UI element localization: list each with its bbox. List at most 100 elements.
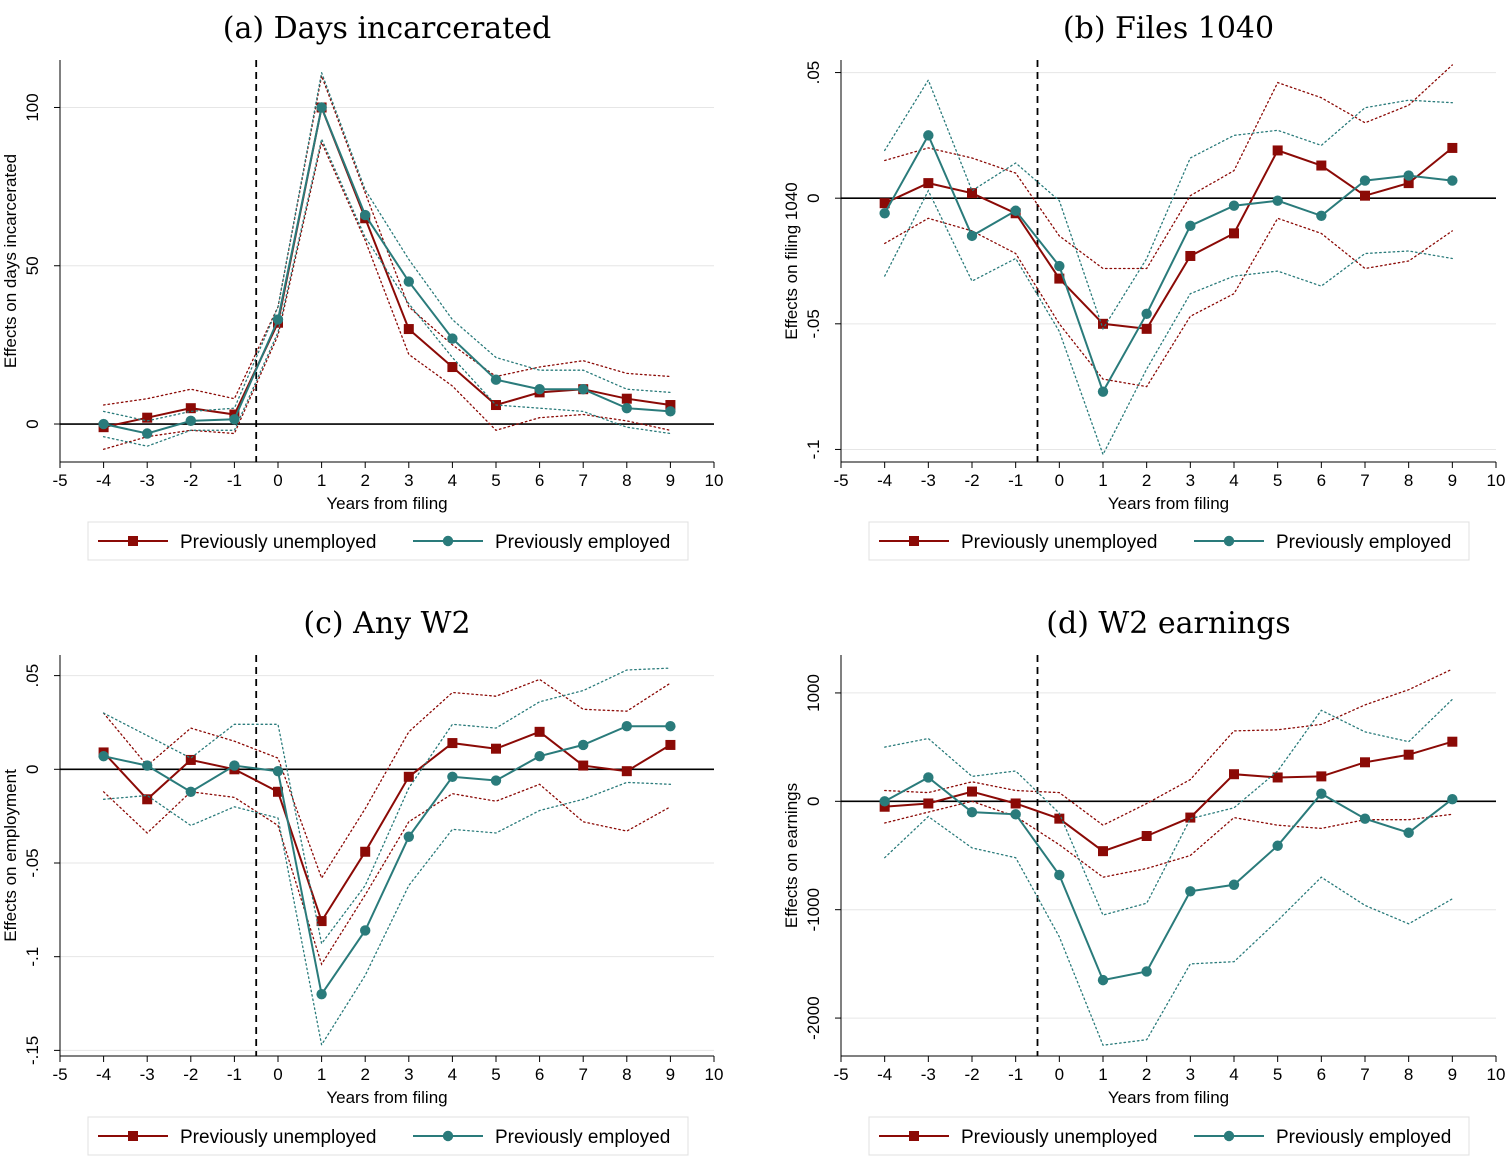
data-point-circle bbox=[98, 750, 109, 762]
legend-marker-employed bbox=[442, 1130, 454, 1142]
data-point-square bbox=[879, 198, 890, 209]
x-tick-label: -2 bbox=[183, 1065, 198, 1084]
data-point-circle bbox=[403, 276, 414, 287]
x-tick-label: 5 bbox=[1273, 471, 1282, 490]
data-point-square bbox=[1360, 190, 1370, 201]
data-point-circle bbox=[98, 418, 109, 430]
data-point-square bbox=[665, 739, 676, 750]
data-point-circle bbox=[185, 415, 196, 427]
x-tick-label: 3 bbox=[404, 1065, 413, 1084]
legend-label-employed: Previously employed bbox=[1276, 1127, 1451, 1148]
legend-label-employed: Previously employed bbox=[495, 1127, 670, 1148]
data-point-square bbox=[621, 393, 632, 404]
data-point-circle bbox=[1359, 175, 1371, 186]
data-point-square bbox=[1054, 273, 1065, 284]
legend-marker-unemployed bbox=[909, 1131, 919, 1141]
data-point-square bbox=[1316, 160, 1327, 171]
data-point-circle bbox=[316, 988, 327, 1000]
x-tick-label: -4 bbox=[877, 471, 892, 490]
y-axis-title: Effects on filing 1040 bbox=[782, 182, 801, 340]
x-tick-label: 8 bbox=[1404, 471, 1413, 490]
x-tick-label: -3 bbox=[921, 471, 936, 490]
legend-box bbox=[868, 521, 1470, 561]
data-point-square bbox=[1098, 846, 1108, 857]
data-point-circle bbox=[185, 786, 196, 797]
data-point-circle bbox=[1097, 386, 1109, 397]
x-tick-label: 4 bbox=[1229, 471, 1238, 490]
data-point-circle bbox=[665, 721, 676, 732]
x-tick-label: -3 bbox=[140, 1065, 155, 1084]
legend-box bbox=[868, 1116, 1470, 1156]
data-point-square bbox=[1447, 142, 1458, 153]
data-point-circle bbox=[1228, 879, 1240, 890]
x-tick-label: 5 bbox=[491, 1065, 500, 1084]
ci-lower-line bbox=[884, 217, 1453, 388]
data-point-circle bbox=[1010, 205, 1021, 216]
data-point-circle bbox=[1185, 220, 1196, 232]
y-tick-label: -.15 bbox=[23, 1036, 42, 1065]
legend-box bbox=[87, 1116, 689, 1156]
data-point-circle bbox=[316, 102, 327, 113]
data-point-circle bbox=[966, 230, 978, 242]
x-tick-label: 8 bbox=[622, 471, 631, 490]
y-tick-label: 50 bbox=[23, 256, 42, 275]
x-tick-label: 0 bbox=[1055, 1065, 1064, 1084]
x-tick-label: -4 bbox=[877, 1065, 892, 1084]
data-point-square bbox=[316, 916, 327, 927]
x-tick-label: 0 bbox=[1055, 471, 1064, 490]
data-point-square bbox=[185, 754, 196, 765]
x-tick-label: 6 bbox=[1317, 471, 1326, 490]
series-line bbox=[884, 776, 1453, 982]
x-tick-label: 6 bbox=[535, 1065, 544, 1084]
data-point-circle bbox=[360, 209, 371, 221]
data-point-square bbox=[923, 798, 934, 809]
data-point-circle bbox=[923, 772, 934, 783]
data-point-circle bbox=[1316, 210, 1327, 221]
data-point-square bbox=[142, 412, 153, 423]
data-point-circle bbox=[272, 314, 284, 325]
x-tick-label: 4 bbox=[1229, 1065, 1238, 1084]
data-point-square bbox=[1403, 749, 1414, 760]
data-point-square bbox=[621, 766, 632, 777]
data-point-circle bbox=[1185, 886, 1196, 897]
data-point-square bbox=[1316, 771, 1327, 782]
x-tick-label: 1 bbox=[1098, 1065, 1107, 1084]
x-tick-label: 5 bbox=[491, 471, 500, 490]
data-point-circle bbox=[966, 806, 978, 818]
x-tick-label: 4 bbox=[448, 1065, 457, 1084]
x-tick-label: 0 bbox=[273, 1065, 282, 1084]
x-axis-title: Years from filing bbox=[1108, 494, 1229, 513]
data-point-circle bbox=[621, 402, 632, 414]
data-point-square bbox=[1229, 228, 1239, 239]
x-tick-label: -1 bbox=[1008, 471, 1023, 490]
legend-marker-employed bbox=[1223, 535, 1235, 547]
x-tick-label: 6 bbox=[1317, 1065, 1326, 1084]
panel-title: (d) W2 earnings bbox=[1046, 606, 1290, 641]
y-tick-label: 100 bbox=[23, 93, 42, 121]
x-tick-label: 2 bbox=[1142, 471, 1151, 490]
x-tick-label: 2 bbox=[360, 471, 369, 490]
ci-upper-line bbox=[102, 678, 672, 880]
data-point-circle bbox=[1228, 200, 1240, 211]
y-tick-label: 0 bbox=[804, 797, 823, 806]
data-point-circle bbox=[403, 831, 414, 842]
legend-marker-employed bbox=[442, 535, 454, 547]
x-tick-label: 9 bbox=[1448, 471, 1457, 490]
data-point-circle bbox=[1010, 809, 1021, 820]
data-point-square bbox=[1141, 323, 1152, 334]
data-point-circle bbox=[1272, 840, 1283, 851]
data-point-square bbox=[967, 188, 977, 199]
x-tick-label: 6 bbox=[535, 471, 544, 490]
ci-upper-line bbox=[884, 668, 1453, 826]
x-tick-label: 10 bbox=[705, 471, 724, 490]
panel-title: (a) Days incarcerated bbox=[223, 11, 551, 46]
data-point-circle bbox=[490, 775, 502, 786]
series-line bbox=[103, 104, 671, 435]
data-point-square bbox=[403, 771, 414, 782]
y-tick-label: -1000 bbox=[804, 888, 823, 931]
x-tick-label: 8 bbox=[622, 1065, 631, 1084]
legend-label-unemployed: Previously unemployed bbox=[180, 532, 376, 553]
x-tick-label: -3 bbox=[921, 1065, 936, 1084]
series-line bbox=[103, 103, 671, 429]
